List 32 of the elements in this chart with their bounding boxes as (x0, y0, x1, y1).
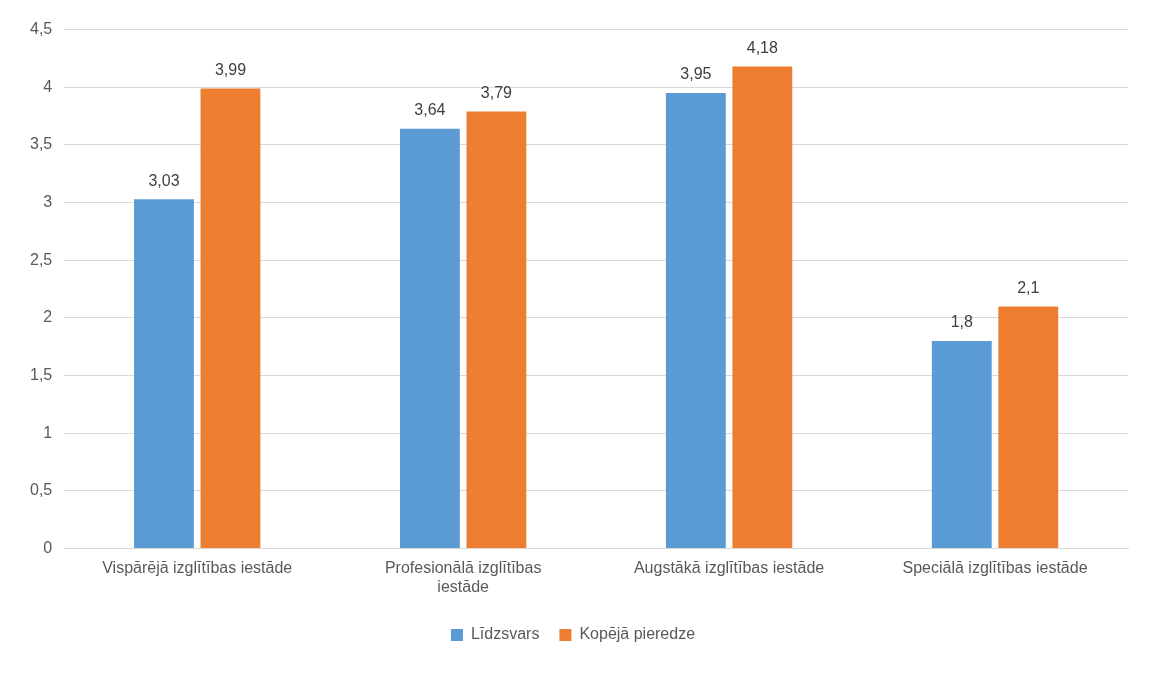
legend-label: Kopējā pieredze (579, 625, 696, 643)
bar (200, 88, 261, 549)
y-tick-label: 4,5 (29, 20, 53, 38)
data-label: 1,8 (950, 313, 974, 331)
x-tick-label: Vispārējā izglītības iestāde (102, 558, 293, 576)
data-label: 3,79 (480, 83, 513, 101)
bar (466, 111, 527, 549)
x-tick-label: Speciālā izglītības iestāde (902, 558, 1088, 576)
bar (399, 128, 460, 549)
x-tick-label: Profesionālā izglītības iestāde (384, 558, 542, 595)
y-tick-label: 2,5 (29, 250, 53, 268)
bar (732, 66, 793, 549)
legend-label: Līdzsvars (470, 625, 540, 643)
y-tick-label: 2 (43, 308, 53, 326)
y-tick-label: 3 (43, 193, 53, 211)
x-tick-label: Augstākā izglītības iestāde (633, 558, 825, 576)
data-label: 3,03 (148, 171, 180, 189)
y-tick-label: 1,5 (29, 366, 53, 384)
data-label: 2,1 (1017, 278, 1040, 296)
y-tick-label: 0,5 (29, 481, 53, 499)
data-label: 4,18 (746, 38, 779, 56)
y-tick-label: 1 (43, 423, 53, 441)
bar (931, 341, 992, 549)
data-label: 3,99 (214, 60, 247, 78)
y-tick-label: 4 (43, 77, 53, 95)
y-tick-label: 3,5 (29, 135, 53, 153)
data-label: 3,64 (414, 101, 446, 119)
data-label: 3,95 (680, 65, 712, 83)
bar (134, 199, 194, 549)
bar (665, 93, 726, 549)
y-tick-label: 0 (43, 539, 53, 557)
bar (998, 306, 1059, 549)
